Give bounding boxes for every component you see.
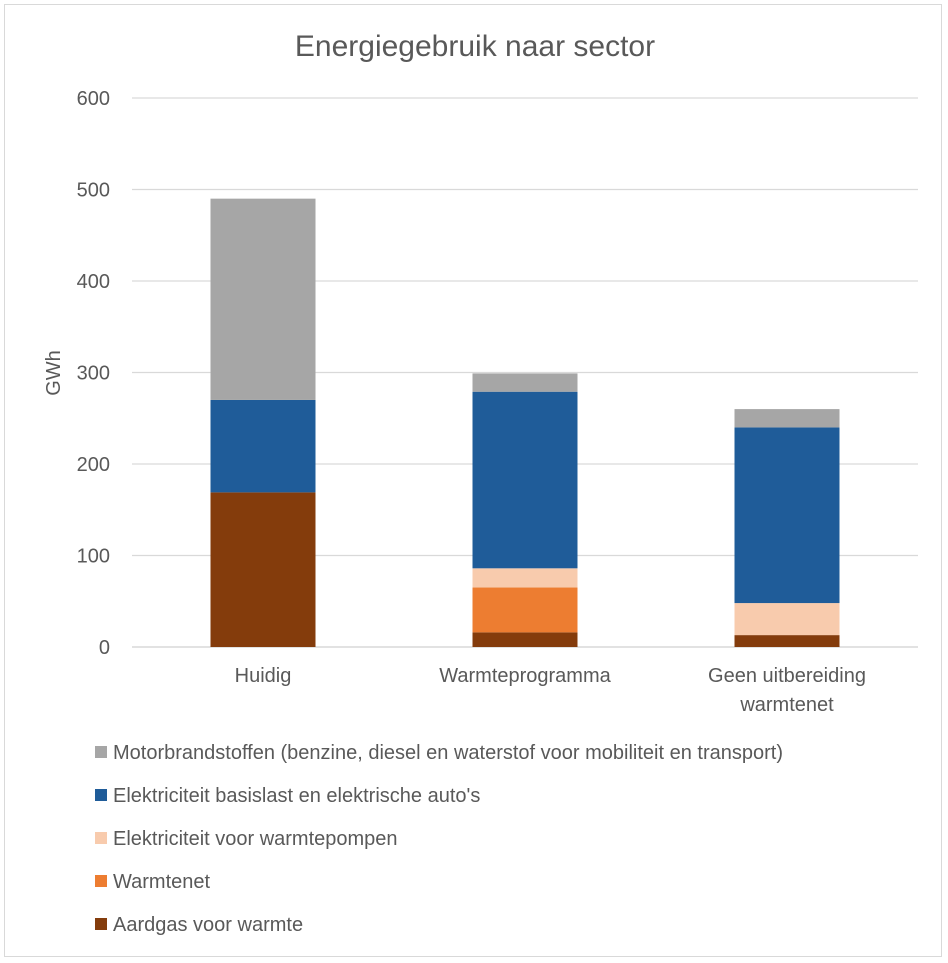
legend-label: Elektriciteit voor warmtepompen	[113, 828, 398, 850]
legend-swatch	[95, 746, 107, 758]
legend-swatch	[95, 789, 107, 801]
legend-label: Aardgas voor warmte	[113, 914, 303, 936]
legend-item: Elektriciteit basislast en elektrische a…	[95, 785, 480, 807]
bar-segment	[734, 635, 840, 647]
bar-segment	[472, 632, 578, 647]
bar-segment	[734, 603, 840, 636]
y-tick-label: 100	[77, 546, 110, 568]
legend-swatch	[95, 918, 107, 930]
bar-segment	[472, 587, 578, 633]
bar-segment	[210, 399, 316, 493]
bar-segment	[734, 409, 840, 428]
y-tick-label: 200	[77, 454, 110, 476]
legend-swatch	[95, 832, 107, 844]
legend-item: Aardgas voor warmte	[95, 914, 303, 936]
y-axis-title: GWh	[43, 350, 65, 396]
bar-segment	[472, 568, 578, 588]
x-category-label: Geen uitbereiding	[708, 665, 866, 687]
y-axis-ticks: 0 100 200 300 400 500 600	[77, 88, 110, 659]
bar-segment	[472, 373, 578, 392]
bar-segment	[210, 198, 316, 400]
bar-segment	[472, 391, 578, 569]
x-category-label: warmtenet	[739, 694, 834, 716]
y-tick-label: 600	[77, 88, 110, 110]
chart-title: Energiegebruik naar sector	[295, 30, 655, 63]
legend-swatch	[95, 875, 107, 887]
legend-label: Elektriciteit basislast en elektrische a…	[113, 785, 480, 807]
legend-label: Motorbrandstoffen (benzine, diesel en wa…	[113, 742, 783, 764]
bar-segment	[734, 427, 840, 604]
legend-item: Motorbrandstoffen (benzine, diesel en wa…	[95, 742, 783, 764]
y-tick-label: 300	[77, 363, 110, 385]
y-tick-label: 500	[77, 180, 110, 202]
legend: Motorbrandstoffen (benzine, diesel en wa…	[95, 742, 783, 936]
bar-segment	[210, 492, 316, 647]
x-category-label: Huidig	[235, 665, 292, 687]
legend-item: Elektriciteit voor warmtepompen	[95, 828, 398, 850]
bars	[210, 198, 840, 647]
y-tick-label: 0	[99, 637, 110, 659]
legend-item: Warmtenet	[95, 871, 211, 893]
x-axis-categories: Huidig Warmteprogramma Geen uitbereiding wa…	[235, 665, 866, 716]
y-tick-label: 400	[77, 271, 110, 293]
legend-label: Warmtenet	[113, 871, 211, 893]
x-category-label: Warmteprogramma	[439, 665, 611, 687]
